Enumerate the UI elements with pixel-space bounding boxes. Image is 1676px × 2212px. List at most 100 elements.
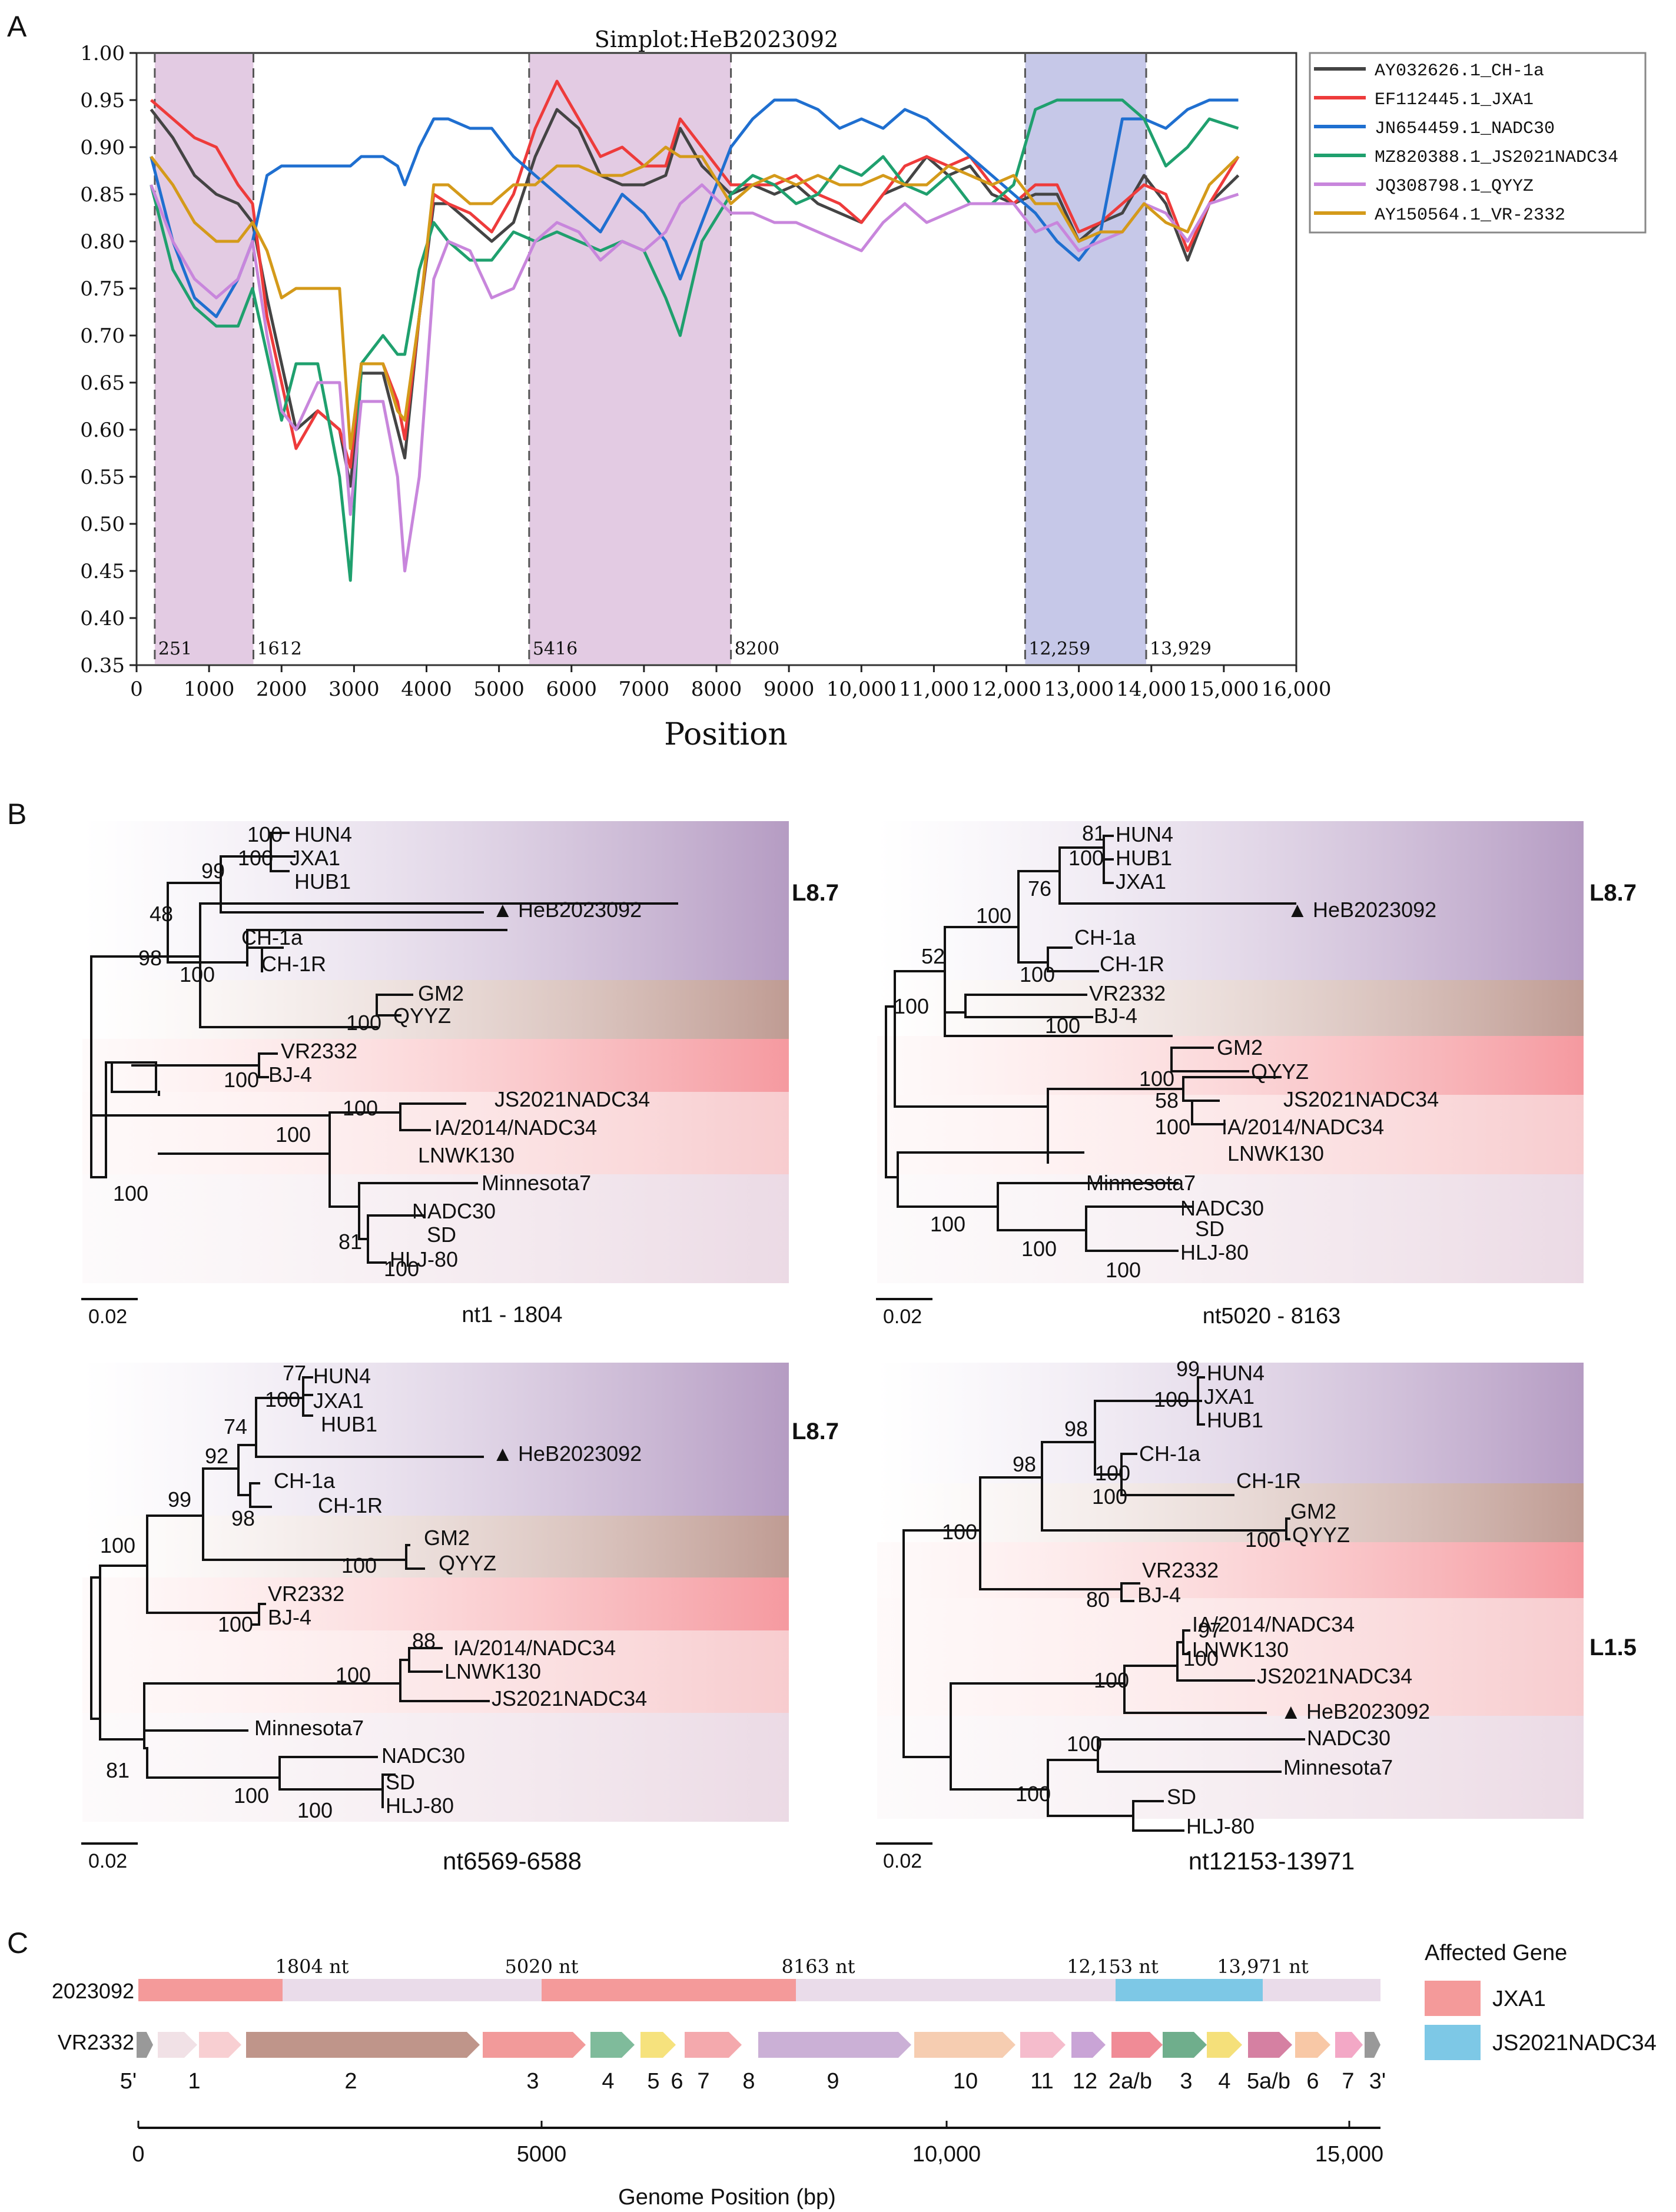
y-tick-label: 0.90 [80,136,125,160]
tree-branches [90,1376,490,1808]
x-tick-label: 9000 [764,677,815,701]
taxon: NADC30 [1307,1726,1390,1750]
bootstrap: 98 [1013,1452,1036,1476]
axis-tick-label: 15,000 [1315,2142,1383,2167]
bootstrap: 98 [1064,1417,1088,1441]
taxon: JS2021NADC34 [494,1087,650,1111]
bootstrap: 100 [384,1257,419,1281]
taxon: GM2 [424,1526,470,1550]
query-genome-label: 2023092 [52,1979,134,2003]
panel-label-c: C [7,1927,28,1959]
gene-label: 2 [344,2069,357,2094]
bootstrap: 81 [338,1230,362,1254]
tree-caption: nt12153-13971 [1189,1847,1355,1875]
gene-label: 1 [188,2069,200,2094]
breakpoint-label: 8200 [735,639,779,659]
taxon: CH-1a [274,1469,336,1493]
breakpoint-label: 12,153 nt [1067,1955,1159,1978]
orf-arrow [1295,2032,1330,2058]
taxon: SD [386,1770,415,1794]
panel-label-a: A [7,10,27,43]
bootstrap: 100 [346,1011,381,1035]
scale-label: 0.02 [88,1306,127,1328]
bootstrap: 100 [1139,1067,1174,1091]
simplot-panel: 0.35 0.40 0.45 0.50 0.55 0.60 0.65 0.70 0.75 0.80… [80,26,1647,752]
x-tick-label: 14,000 [1116,677,1186,701]
breakpoint-label: 251 [158,639,192,659]
taxon: GM2 [418,981,464,1005]
tree-nt5020-8163: HUN4 HUB1 JXA1 ▲ HeB2023092 CH-1a CH-1R … [876,821,1637,1328]
taxon: VR2332 [268,1582,344,1606]
tree-caption: nt5020 - 8163 [1203,1304,1341,1328]
taxon-query: HeB2023092 [518,1442,642,1466]
taxon: QYYZ [1251,1059,1309,1084]
lineage-label: L8.7 [792,1419,839,1444]
gene-label: 11 [1030,2069,1053,2094]
clade-band-vr2332 [82,1577,789,1630]
bootstrap: 74 [224,1414,247,1439]
taxon: JS2021NADC34 [1257,1664,1412,1688]
bootstrap: 92 [205,1444,228,1468]
orf-arrow [158,2032,197,2058]
bootstrap: 100 [1154,1387,1189,1411]
orf-arrow [1071,2032,1106,2058]
legend-swatch-js2021nadc34 [1425,2025,1481,2060]
taxon: HLJ-80 [386,1793,454,1818]
x-tick-label: 3000 [328,677,380,701]
orf-arrows [137,2032,1380,2058]
taxon: VR2332 [1089,981,1166,1005]
taxon: HUN4 [1116,822,1173,846]
x-tick-label: 4000 [401,677,452,701]
taxon: IA/2014/NADC34 [434,1115,597,1140]
series-line [150,145,1240,450]
bootstrap: 100 [1015,1782,1051,1806]
chart-legend: AY032626.1_CH-1a EF112445.1_JXA1 JN654459.… [1309,52,1647,234]
orf-arrow [914,2032,1015,2058]
clade-band-hun4 [877,1363,1584,1483]
gene-label: 7 [1342,2069,1354,2094]
x-tick-label: 8000 [691,677,742,701]
bootstrap: 77 [283,1361,306,1385]
query-marker-icon: ▲ [1287,898,1308,922]
y-tick-label: 0.40 [80,607,125,630]
clade-band-gm2 [877,1036,1584,1095]
tree-caption: nt1 - 1804 [462,1303,562,1327]
legend-label-jxa1: JXA1 [1492,1987,1546,2011]
axis-tick-label: 5000 [517,2142,567,2167]
bootstrap: 100 [1092,1484,1127,1509]
y-tick-label: 0.80 [80,230,125,254]
recombinant-segment-jxa1 [138,1979,283,2001]
clade-band-nadc34 [877,1095,1584,1174]
x-tick-label: 6000 [546,677,597,701]
bootstrap: 100 [1068,846,1104,870]
y-tick-label: 0.85 [80,183,125,207]
breakpoint-label: 12,259 [1028,639,1090,659]
tree-branches [90,832,678,1264]
taxon: Minnesota7 [254,1716,364,1740]
bootstrap: 100 [113,1181,148,1205]
x-tick-label: 5000 [473,677,525,701]
taxon: LNWK130 [1192,1638,1289,1662]
bootstrap: 99 [168,1487,191,1512]
bootstrap: 100 [930,1212,965,1236]
y-tick-label: 0.55 [80,466,125,489]
bootstrap: 48 [150,902,173,926]
taxon: BJ-4 [268,1605,311,1629]
clade-band-gm2 [877,1483,1584,1542]
taxon: QYYZ [439,1551,496,1575]
bootstrap: 100 [218,1612,253,1636]
query-marker-icon: ▲ [492,898,513,922]
axis-tick-label: 0 [132,2142,144,2167]
bootstrap: 80 [1086,1587,1110,1612]
taxon: HUB1 [294,869,351,894]
x-tick-label: 12,000 [971,677,1041,701]
taxon: HLJ-80 [1180,1240,1249,1264]
tree-branches [885,835,1296,1252]
bootstrap: 100 [1183,1646,1219,1670]
clade-band-nadc30 [877,1716,1584,1819]
clade-band-nadc34 [82,1092,789,1174]
orf-arrow [758,2032,911,2058]
bootstrap: 100 [1245,1527,1280,1552]
clade-band-l8-7 [877,821,1584,980]
bootstrap: 99 [1176,1357,1200,1381]
